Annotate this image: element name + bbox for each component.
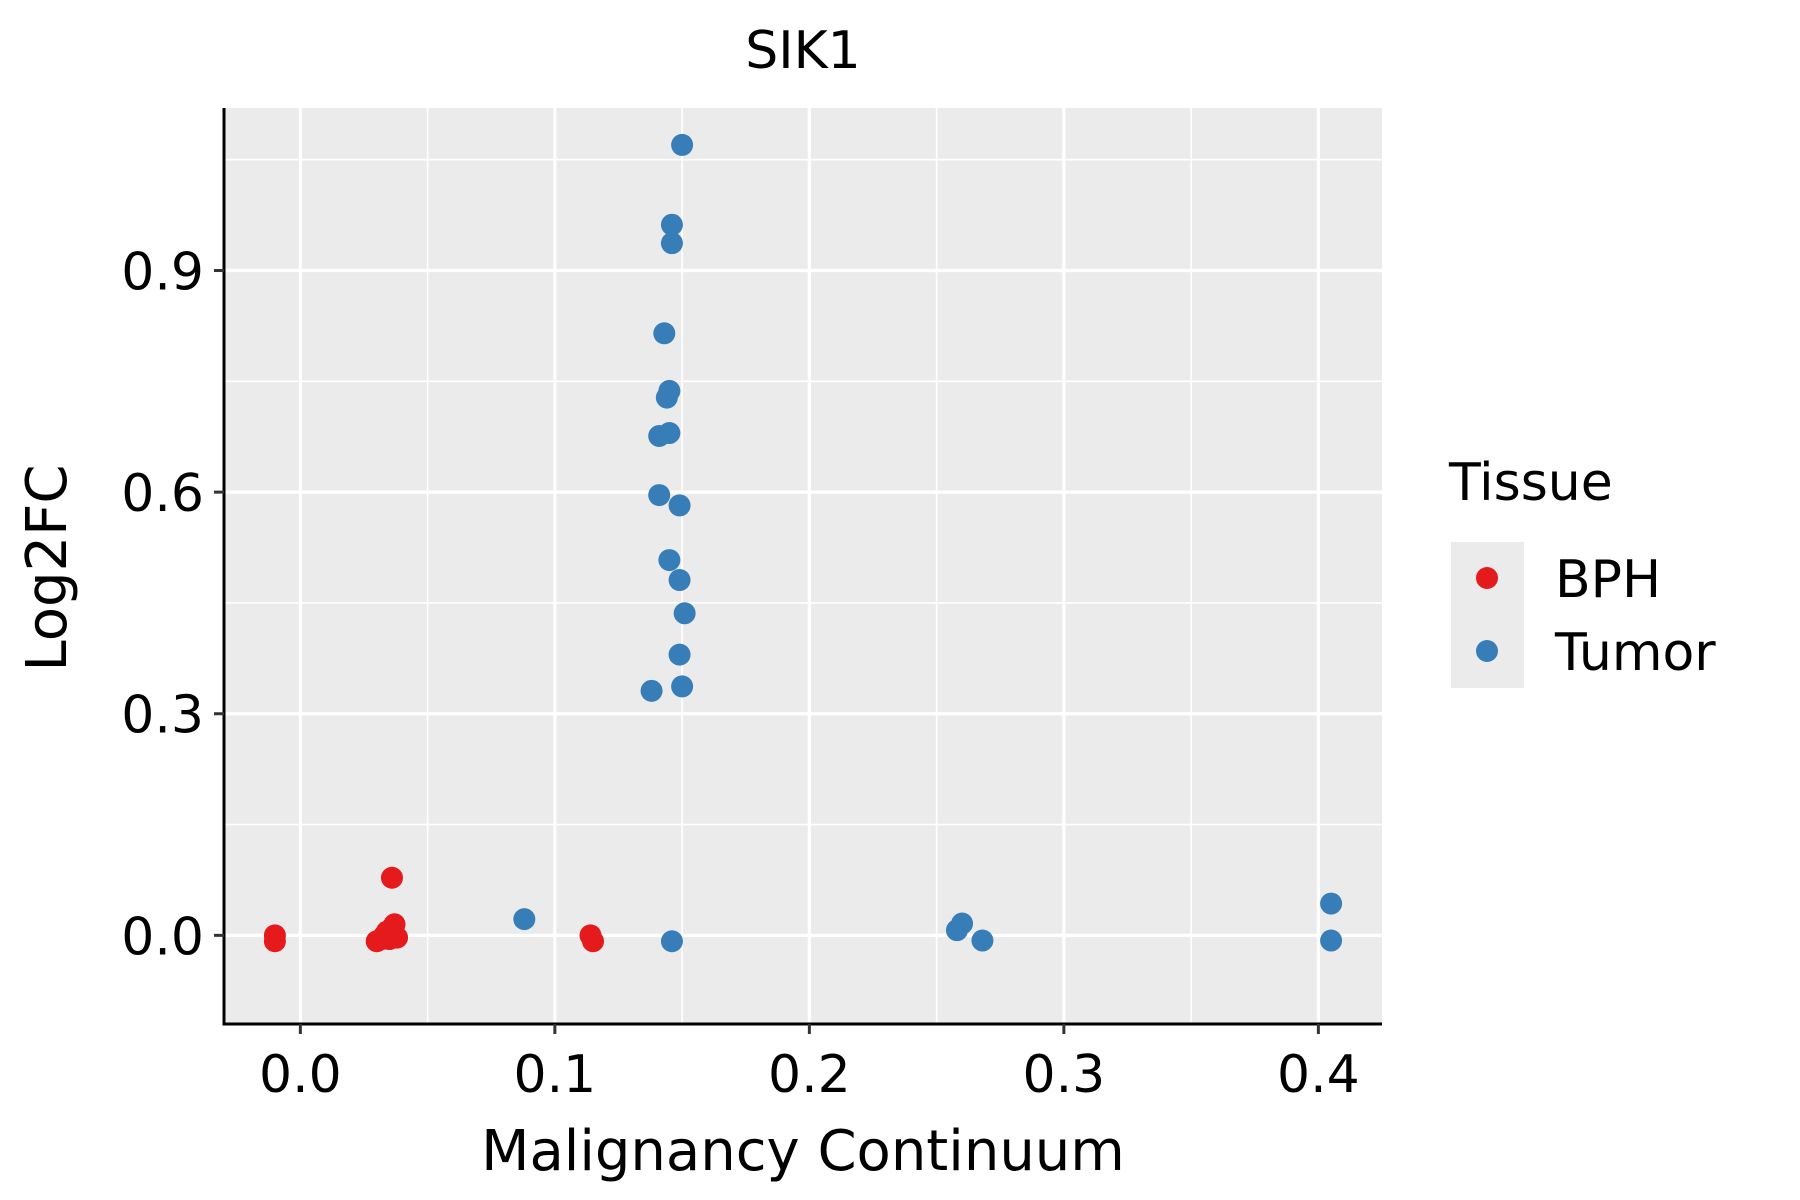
data-point-tumor bbox=[951, 912, 974, 935]
data-point-tumor bbox=[648, 424, 671, 447]
series-bph bbox=[263, 866, 605, 953]
plot-panel bbox=[224, 108, 1382, 1024]
data-point-tumor bbox=[648, 484, 671, 507]
legend-key-background bbox=[1451, 542, 1524, 688]
legend: Tissue BPH Tumor bbox=[1448, 453, 1716, 688]
data-point-bph bbox=[386, 926, 409, 949]
x-tick-label: 0.4 bbox=[1277, 1045, 1360, 1105]
data-point-tumor bbox=[671, 675, 694, 698]
y-tick-label: 0.0 bbox=[121, 907, 204, 967]
data-point-tumor bbox=[653, 322, 676, 345]
x-tick-label: 0.1 bbox=[514, 1045, 597, 1105]
x-axis-title: Malignancy Continuum bbox=[481, 1119, 1125, 1184]
legend-key-tumor bbox=[1476, 640, 1498, 662]
y-tick-label: 0.9 bbox=[121, 243, 204, 303]
legend-label-tumor: Tumor bbox=[1554, 623, 1716, 683]
data-point-tumor bbox=[655, 386, 678, 409]
legend-label-bph: BPH bbox=[1555, 550, 1661, 610]
data-point-tumor bbox=[640, 679, 663, 702]
axes bbox=[222, 108, 1382, 1026]
data-point-tumor bbox=[671, 133, 694, 156]
data-point-tumor bbox=[971, 929, 994, 952]
x-tick-label: 0.3 bbox=[1023, 1045, 1106, 1105]
data-point-tumor bbox=[658, 549, 681, 572]
data-point-tumor bbox=[1320, 929, 1343, 952]
data-point-tumor bbox=[660, 930, 683, 953]
y-axis-title: Log2FC bbox=[15, 465, 80, 672]
data-point-tumor bbox=[668, 494, 691, 517]
data-point-bph bbox=[263, 930, 286, 953]
data-point-tumor bbox=[1320, 892, 1343, 915]
x-tick-label: 0.0 bbox=[259, 1045, 342, 1105]
data-point-tumor bbox=[660, 232, 683, 255]
data-point-tumor bbox=[668, 643, 691, 666]
x-axis-ticks: 0.0 0.1 0.2 0.3 0.4 bbox=[259, 1024, 1360, 1105]
chart-title: SIK1 bbox=[745, 21, 861, 81]
legend-title: Tissue bbox=[1448, 453, 1613, 513]
series-tumor bbox=[513, 133, 1343, 953]
x-tick-label: 0.2 bbox=[768, 1045, 851, 1105]
y-tick-label: 0.6 bbox=[121, 464, 204, 524]
data-point-tumor bbox=[673, 602, 696, 625]
grid-lines bbox=[224, 108, 1382, 1024]
data-points bbox=[263, 133, 1343, 953]
data-point-tumor bbox=[668, 569, 691, 592]
legend-key-bph bbox=[1476, 567, 1498, 589]
y-tick-label: 0.3 bbox=[121, 686, 204, 746]
y-axis-ticks: 0.0 0.3 0.6 0.9 bbox=[121, 243, 224, 967]
panel-background bbox=[224, 108, 1382, 1024]
data-point-bph bbox=[582, 930, 605, 953]
data-point-bph bbox=[380, 866, 403, 889]
data-point-tumor bbox=[513, 908, 536, 931]
legend-items: BPH Tumor bbox=[1476, 550, 1716, 683]
data-point-tumor bbox=[660, 213, 683, 236]
